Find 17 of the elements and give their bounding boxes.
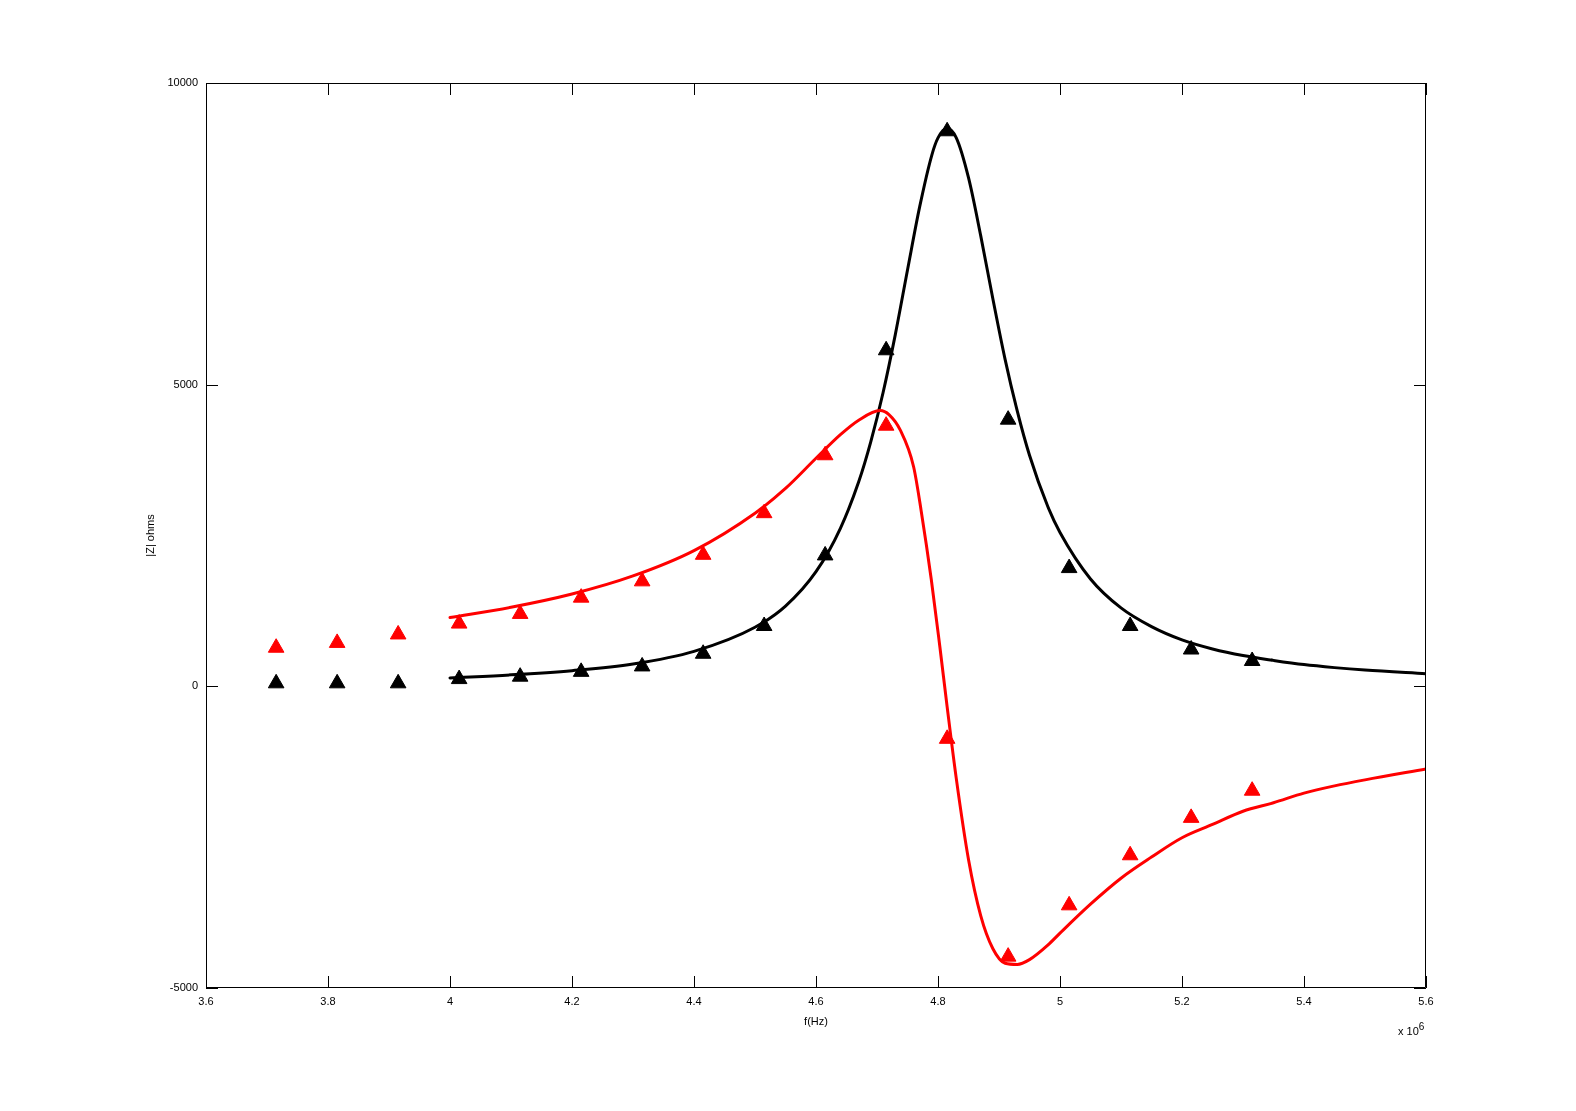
y-tick-label: 10000 [167, 76, 198, 89]
x-tick-label: 4.4 [686, 994, 702, 1007]
x-tick-label: 5.4 [1296, 994, 1312, 1007]
x-tick-label: 4 [446, 994, 454, 1007]
x-tick-label: 5 [1056, 994, 1064, 1007]
x-axis-title: f(Hz) [804, 1015, 828, 1028]
x-tick-label: 4.6 [808, 994, 824, 1007]
y-tick-label: -5000 [169, 981, 198, 994]
y-tick-label: 5000 [173, 377, 198, 390]
x-tick-label: 3.8 [320, 994, 336, 1007]
x-tick-label: 4.2 [564, 994, 580, 1007]
x-tick-label: 5.2 [1174, 994, 1190, 1007]
x-tick-label: 5.6 [1418, 994, 1434, 1007]
y-tick-label: 0 [191, 679, 198, 692]
y-axis-title: |Z| ohms [143, 513, 156, 557]
x-tick-label: 3.6 [198, 994, 214, 1007]
x-tick-label: 4.8 [930, 994, 946, 1007]
